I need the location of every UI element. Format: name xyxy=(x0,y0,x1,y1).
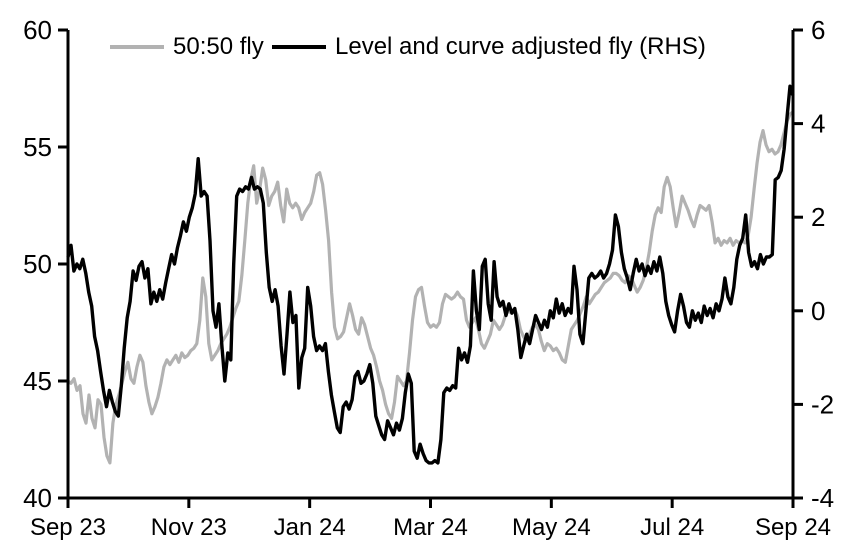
gray-line-swatch xyxy=(110,45,164,49)
x-axis-tick-label: Sep 24 xyxy=(755,514,831,541)
x-axis-tick-label: May 24 xyxy=(512,514,591,541)
right-axis-tick-label: -2 xyxy=(811,389,834,419)
x-axis-tick-label: Mar 24 xyxy=(393,514,468,541)
gray-series-line xyxy=(67,110,794,465)
right-axis-tick-label: 6 xyxy=(811,15,825,45)
black-series-line xyxy=(66,84,795,465)
x-axis-tick-label: Jul 24 xyxy=(640,514,704,541)
black-line-swatch xyxy=(272,45,326,49)
right-axis-tick-label: 4 xyxy=(811,109,825,139)
x-axis-tick-label: Sep 23 xyxy=(30,514,106,541)
left-axis-tick-label: 60 xyxy=(23,15,52,45)
x-axis-tick-label: Jan 24 xyxy=(274,514,346,541)
right-axis-tick-label: 2 xyxy=(811,202,825,232)
legend-item-adjusted-fly: Level and curve adjusted fly (RHS) xyxy=(272,33,706,61)
right-axis-tick-label: 0 xyxy=(811,296,825,326)
legend-label-adjusted-fly: Level and curve adjusted fly (RHS) xyxy=(335,33,706,60)
x-axis-tick-label: Nov 23 xyxy=(151,514,227,541)
left-axis-tick-label: 45 xyxy=(23,366,52,396)
legend-label-5050-fly: 50:50 fly xyxy=(173,33,264,60)
left-axis-tick-label: 40 xyxy=(23,483,52,513)
left-axis-tick-label: 55 xyxy=(23,132,52,162)
right-axis-tick-label: -4 xyxy=(811,483,834,513)
left-axis-tick-label: 50 xyxy=(23,249,52,279)
legend-item-5050-fly: 50:50 fly xyxy=(110,33,264,61)
